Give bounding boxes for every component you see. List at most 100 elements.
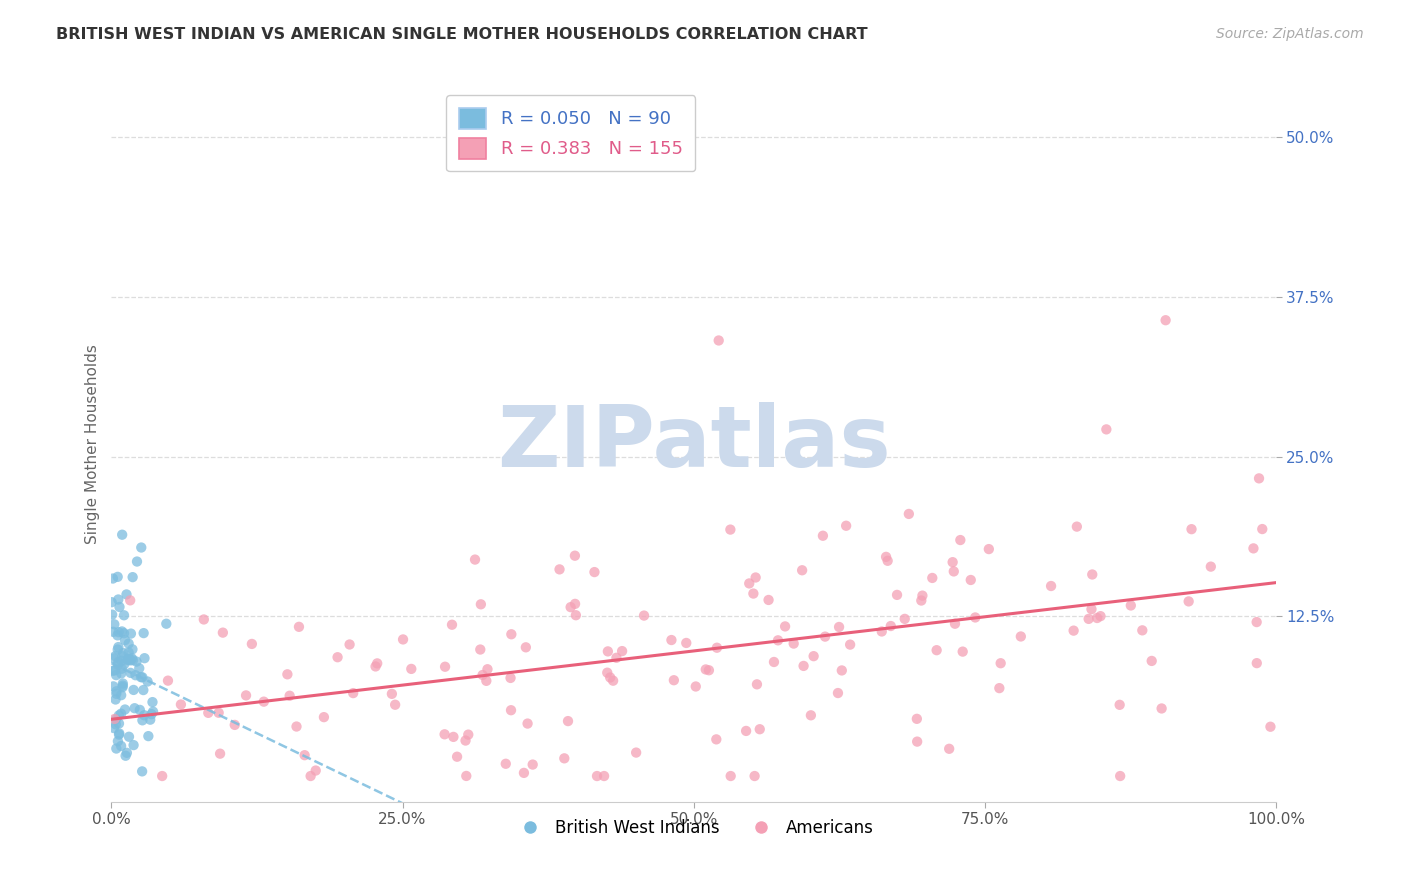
Point [342,686,364,700]
Point [905,734,928,748]
Point [1066,519,1088,533]
Point [942,565,965,579]
Point [104,692,127,706]
Point [706,640,728,655]
Point [124,668,146,682]
Point [156,673,179,688]
Point [495,756,517,771]
Point [115,746,138,760]
Point [470,642,492,657]
Point [977,542,1000,557]
Point [633,608,655,623]
Point [766,633,789,648]
Point [114,748,136,763]
Text: Source: ZipAtlas.com: Source: ZipAtlas.com [1216,27,1364,41]
Point [125,655,148,669]
Point [433,727,456,741]
Point [112,657,135,672]
Point [131,670,153,684]
Point [560,600,582,615]
Point [108,599,131,614]
Point [440,617,463,632]
Point [1080,602,1102,616]
Point [209,747,232,761]
Point [103,651,125,665]
Point [111,662,134,676]
Point [758,593,780,607]
Point [783,636,806,650]
Point [814,630,837,644]
Point [1246,615,1268,629]
Point [897,507,920,521]
Point [1119,599,1142,613]
Point [624,746,647,760]
Point [925,643,948,657]
Point [548,562,571,576]
Point [132,626,155,640]
Point [401,662,423,676]
Point [875,549,897,564]
Point [793,659,815,673]
Point [880,619,903,633]
Point [136,674,159,689]
Point [1109,769,1132,783]
Point [101,572,124,586]
Point [446,749,468,764]
Point [104,663,127,677]
Point [305,764,328,778]
Point [121,642,143,657]
Point [120,626,142,640]
Point [114,633,136,648]
Point [155,616,177,631]
Point [104,717,127,731]
Point [128,661,150,675]
Point [742,586,765,600]
Point [150,769,173,783]
Point [108,726,131,740]
Point [111,624,134,639]
Point [392,632,415,647]
Point [384,698,406,712]
Point [224,718,246,732]
Point [1090,609,1112,624]
Point [516,716,538,731]
Point [593,769,616,783]
Point [364,659,387,673]
Point [718,523,741,537]
Point [122,653,145,667]
Point [208,706,231,720]
Point [596,644,619,658]
Point [695,662,717,676]
Point [105,684,128,698]
Point [599,671,621,685]
Point [107,655,129,669]
Point [105,741,128,756]
Point [1140,654,1163,668]
Point [811,529,834,543]
Point [942,555,965,569]
Point [122,682,145,697]
Point [110,739,132,753]
Point [120,653,142,667]
Point [959,573,981,587]
Point [107,657,129,672]
Point [110,688,132,702]
Point [253,695,276,709]
Point [605,650,627,665]
Point [1199,559,1222,574]
Point [1247,471,1270,485]
Point [107,625,129,640]
Point [100,595,122,609]
Point [103,721,125,735]
Point [1251,522,1274,536]
Point [735,723,758,738]
Point [288,620,311,634]
Point [434,659,457,673]
Point [240,637,263,651]
Point [586,769,609,783]
Point [107,570,129,584]
Point [477,662,499,676]
Point [381,687,404,701]
Text: BRITISH WEST INDIAN VS AMERICAN SINGLE MOTHER HOUSEHOLDS CORRELATION CHART: BRITISH WEST INDIAN VS AMERICAN SINGLE M… [56,27,868,42]
Point [1085,611,1108,625]
